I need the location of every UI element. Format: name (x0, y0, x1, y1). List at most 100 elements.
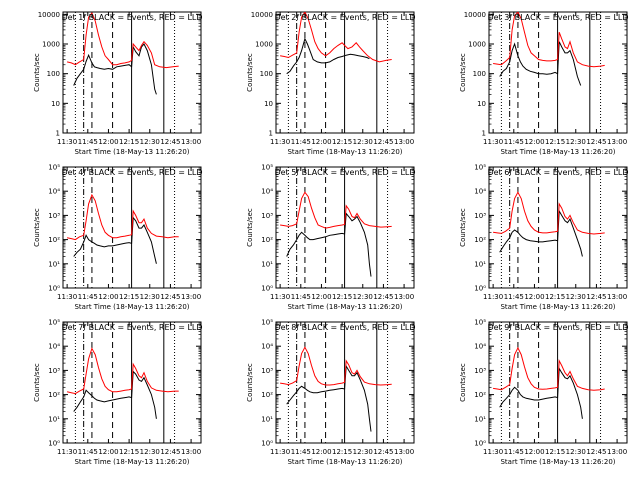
x-tick-label: 11:30 (483, 138, 503, 146)
y-tick-label: 10¹ (48, 415, 60, 423)
y-tick-label: 10¹ (474, 415, 486, 423)
y-tick-label: 10² (474, 391, 486, 399)
x-tick-label: 12:45 (160, 448, 180, 456)
y-tick-label: 10⁵ (261, 164, 273, 172)
x-tick-label: 11:45 (78, 293, 98, 301)
lld-line (493, 346, 605, 391)
x-tick-label: 12:45 (586, 293, 606, 301)
x-tick-label: 13:00 (394, 448, 414, 456)
panel-title: Det 2f BLACK = Events, RED = LLD (274, 13, 415, 22)
x-tick-label: 11:45 (78, 448, 98, 456)
x-tick-label: 12:30 (353, 293, 373, 301)
x-tick-label: 12:45 (160, 293, 180, 301)
x-tick-label: 12:45 (160, 138, 180, 146)
lld-line (66, 193, 179, 241)
x-tick-label: 13:00 (394, 138, 414, 146)
x-axis-label: Start Time (18-May-13 11:26:20) (74, 458, 189, 466)
y-tick-label: 10⁰ (48, 285, 60, 293)
panel-title: Det 8f BLACK = Events, RED = LLD (274, 323, 415, 332)
x-tick-label: 12:15 (119, 448, 139, 456)
x-tick-label: 12:00 (98, 138, 118, 146)
y-tick-label: 10000 (251, 11, 273, 19)
x-tick-label: 12:15 (332, 293, 352, 301)
x-tick-label: 12:30 (353, 138, 373, 146)
y-tick-label: 10² (48, 391, 60, 399)
x-tick-label: 11:45 (504, 293, 524, 301)
events-line (286, 212, 372, 277)
x-axis-label: Start Time (18-May-13 11:26:20) (74, 148, 189, 156)
events-line (73, 370, 157, 419)
y-tick-label: 10 (51, 100, 60, 108)
x-tick-label: 12:15 (545, 293, 565, 301)
y-tick-label: 10⁰ (474, 440, 486, 448)
y-tick-label: 1000 (255, 41, 273, 49)
x-tick-label: 12:15 (332, 138, 352, 146)
x-axis-label: Start Time (18-May-13 11:26:20) (74, 303, 189, 311)
x-axis-label: Start Time (18-May-13 11:26:20) (500, 303, 615, 311)
y-tick-label: 10⁰ (261, 285, 273, 293)
y-tick-label: 10³ (474, 212, 486, 220)
events-line (499, 366, 583, 419)
x-tick-label: 11:45 (291, 293, 311, 301)
y-tick-label: 1000 (42, 41, 60, 49)
y-tick-label: 10⁰ (474, 285, 486, 293)
y-tick-label: 100 (473, 70, 486, 78)
x-tick-label: 12:45 (373, 293, 393, 301)
panel-title: Det 7f BLACK = Events, RED = LLD (61, 323, 202, 332)
x-tick-label: 12:30 (140, 448, 160, 456)
y-tick-label: 10⁴ (261, 188, 273, 196)
x-tick-label: 12:45 (373, 138, 393, 146)
x-tick-label: 11:30 (57, 293, 77, 301)
x-tick-label: 12:30 (140, 138, 160, 146)
x-tick-label: 12:00 (524, 138, 544, 146)
y-tick-label: 10¹ (48, 260, 60, 268)
y-axis-label: Counts/sec (246, 363, 254, 402)
y-tick-label: 10¹ (474, 260, 486, 268)
y-tick-label: 1 (482, 130, 486, 138)
x-tick-label: 12:30 (566, 448, 586, 456)
y-tick-label: 10³ (261, 212, 273, 220)
panel-2f: 11:30 11:45 12:00 12:15 12:30 12:45 13:00 1 10 10… (246, 11, 416, 156)
events-line (73, 43, 157, 95)
y-tick-label: 10³ (48, 367, 60, 375)
y-tick-label: 10⁴ (48, 188, 60, 196)
panel-title: Det 9f BLACK = Events, RED = LLD (487, 323, 628, 332)
y-tick-label: 10² (48, 236, 60, 244)
x-tick-label: 12:00 (524, 448, 544, 456)
y-tick-label: 10³ (261, 367, 273, 375)
x-tick-label: 13:00 (607, 293, 627, 301)
panel-3f: 11:30 11:45 12:00 12:15 12:30 12:45 13:00 1 10 10… (459, 11, 629, 156)
y-axis-label: Counts/sec (33, 208, 41, 247)
lld-line (493, 191, 605, 235)
x-tick-label: 12:15 (545, 448, 565, 456)
panel-7f: 11:30 11:45 12:00 12:15 12:30 12:45 13:00 10⁰ 10… (33, 319, 203, 467)
x-tick-label: 11:30 (57, 138, 77, 146)
panel-4f: 11:30 11:45 12:00 12:15 12:30 12:45 13:00 10⁰ 10… (33, 164, 203, 312)
x-tick-label: 12:30 (566, 138, 586, 146)
y-tick-label: 10⁰ (48, 440, 60, 448)
x-tick-label: 12:15 (119, 138, 139, 146)
x-tick-label: 11:30 (270, 448, 290, 456)
x-tick-label: 13:00 (607, 138, 627, 146)
x-tick-label: 12:00 (98, 293, 118, 301)
x-tick-label: 12:15 (332, 448, 352, 456)
y-tick-label: 1 (56, 130, 60, 138)
panel-title: Det 1f BLACK = Events, RED = LLD (61, 13, 202, 22)
lld-line (493, 12, 605, 68)
x-tick-label: 13:00 (181, 138, 201, 146)
x-tick-label: 11:30 (57, 448, 77, 456)
x-tick-label: 11:45 (78, 138, 98, 146)
y-axis-label: Counts/sec (246, 208, 254, 247)
x-tick-label: 12:00 (311, 138, 331, 146)
y-axis-label: Counts/sec (459, 208, 467, 247)
x-tick-label: 11:30 (483, 293, 503, 301)
x-tick-label: 12:00 (311, 448, 331, 456)
x-axis-label: Start Time (18-May-13 11:26:20) (287, 458, 402, 466)
y-tick-label: 1000 (468, 41, 486, 49)
x-tick-label: 11:45 (504, 448, 524, 456)
x-tick-label: 11:45 (291, 448, 311, 456)
x-tick-label: 13:00 (607, 448, 627, 456)
y-axis-label: Counts/sec (459, 53, 467, 92)
y-tick-label: 100 (47, 70, 60, 78)
x-tick-label: 13:00 (394, 293, 414, 301)
